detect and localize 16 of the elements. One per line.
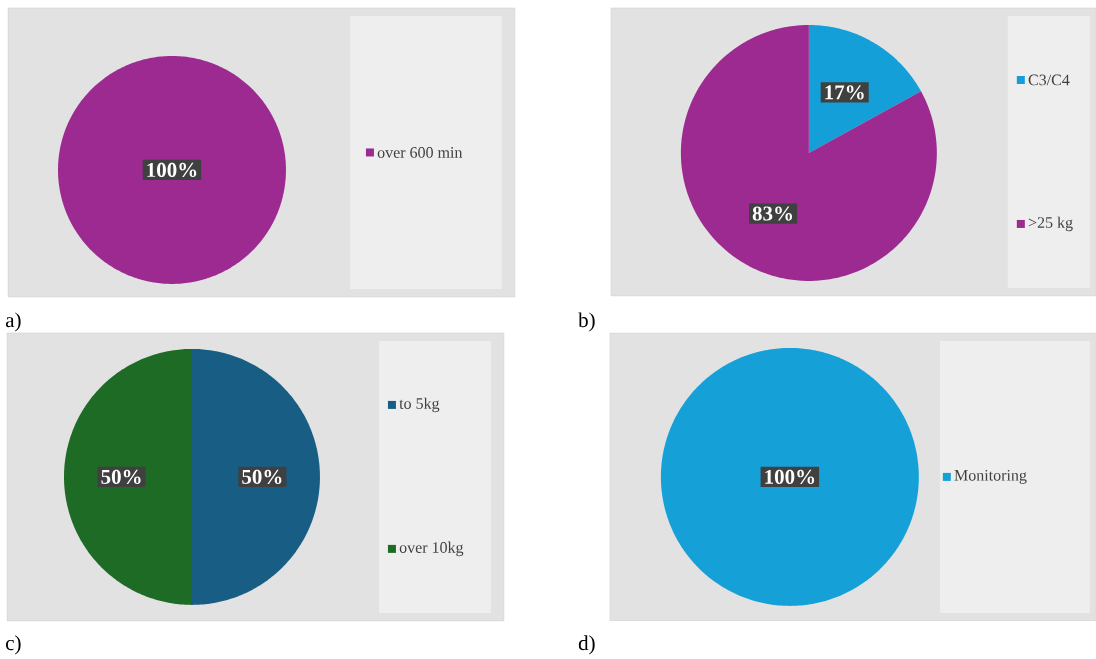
data-label: 50%: [101, 469, 141, 485]
legend-label: Monitoring: [954, 469, 1027, 484]
data-label: 17%: [825, 85, 864, 100]
legend-label: over 600 min: [377, 147, 463, 158]
data-label: 50%: [242, 469, 282, 485]
legend-label: >25 kg: [1028, 216, 1073, 232]
legend-label: over 10kg: [399, 541, 464, 557]
legend-label: C3/C4: [1028, 74, 1070, 86]
text: d): [578, 635, 595, 655]
text: b): [578, 312, 595, 332]
legend-label: to 5kg: [399, 397, 440, 413]
text: c): [6, 635, 21, 655]
text: a): [5, 312, 21, 332]
data-label: 100%: [147, 162, 197, 178]
data-label: 83%: [752, 206, 793, 221]
data-label: 100%: [765, 469, 815, 485]
